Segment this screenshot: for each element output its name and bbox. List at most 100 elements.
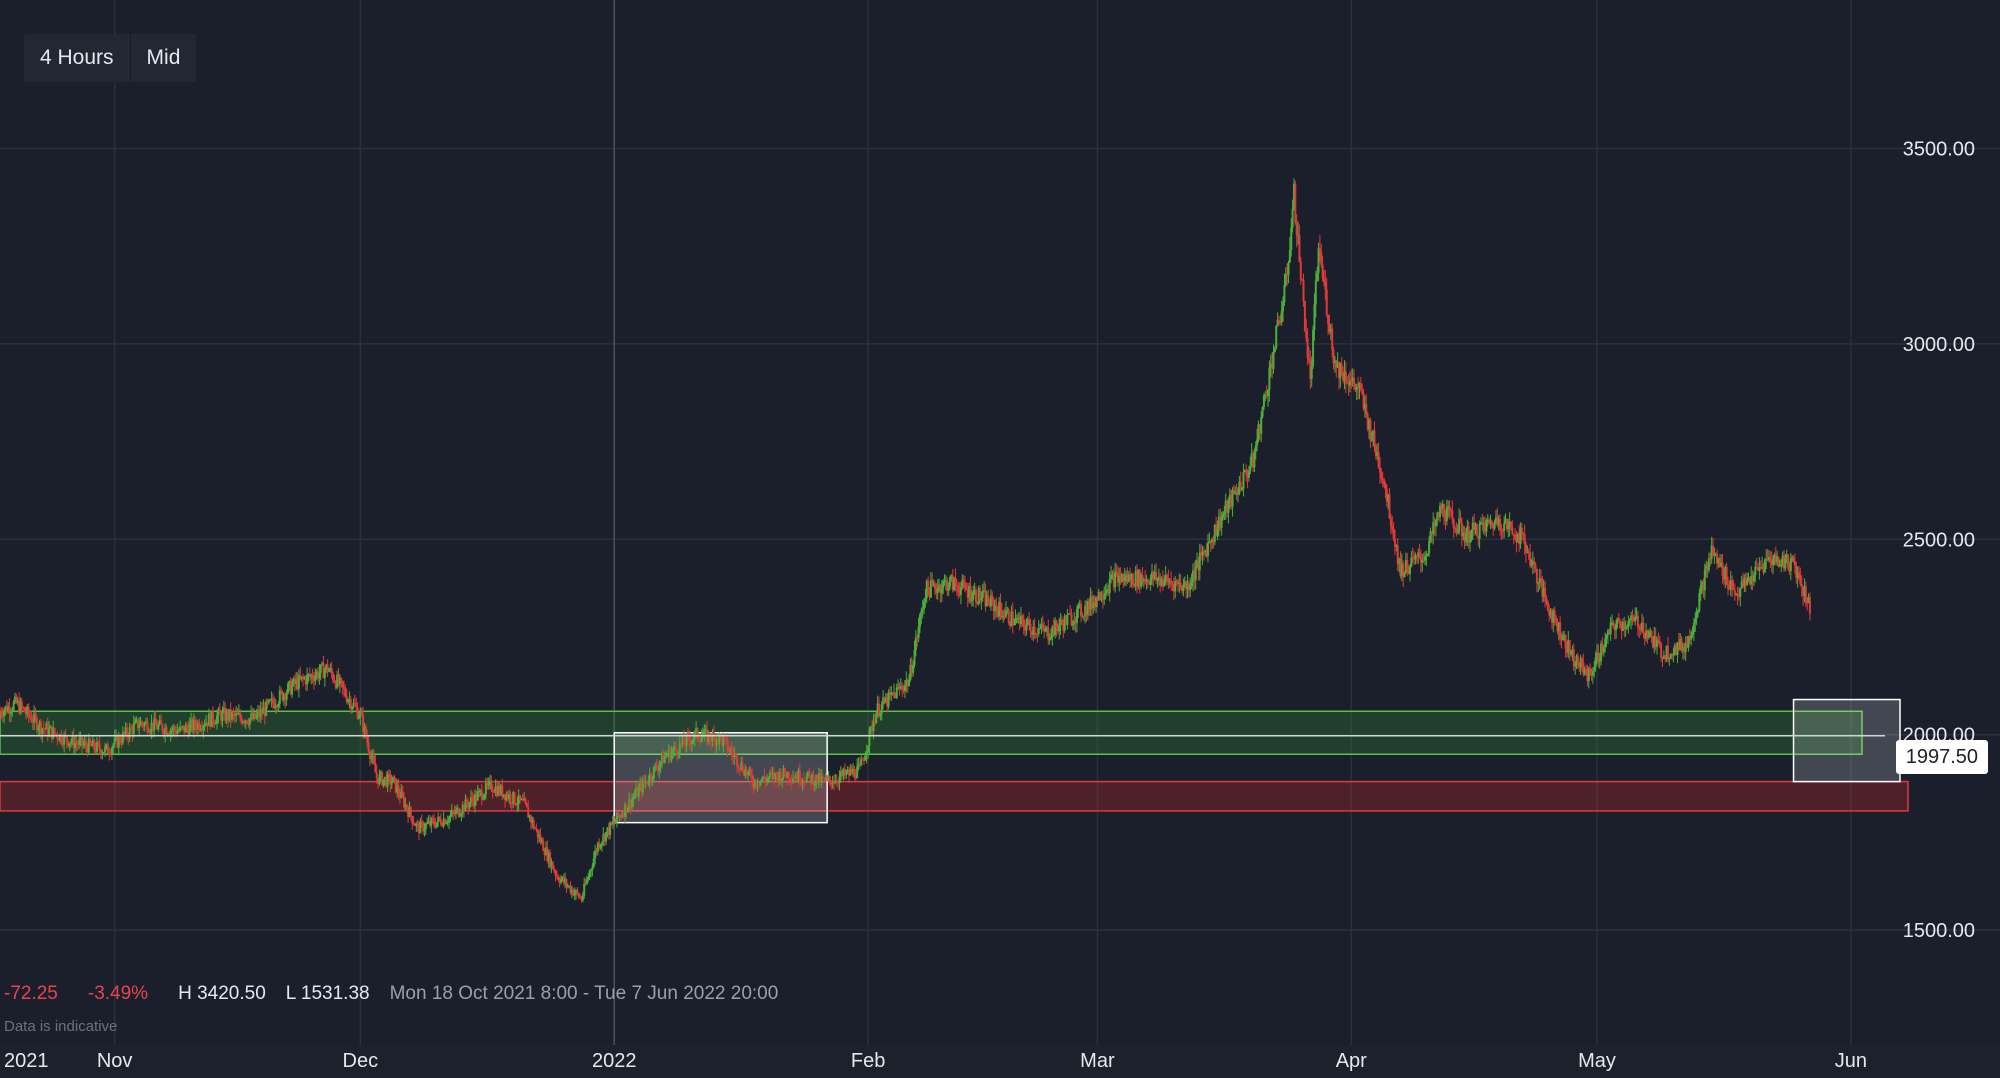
candle-up [1013, 623, 1016, 625]
candle-up [849, 769, 852, 776]
candle-down [1545, 597, 1548, 602]
candle-down [1617, 617, 1620, 622]
candle-up [1231, 489, 1234, 507]
candle-up [774, 772, 777, 780]
candle-up [815, 774, 818, 784]
candle-up [1593, 666, 1596, 671]
candle-down [1702, 581, 1705, 591]
candle-down [1159, 576, 1162, 586]
candle-down [1346, 382, 1349, 384]
candle-down [1631, 615, 1634, 619]
candle-up [1137, 569, 1140, 587]
candle-up [1606, 630, 1609, 636]
candle-up [1290, 227, 1293, 250]
candle-down [1215, 524, 1218, 536]
candle-up [678, 743, 681, 755]
candle-up [564, 879, 567, 883]
candle-up [1724, 567, 1727, 580]
candle-up [703, 729, 706, 736]
candle-up [921, 609, 924, 612]
candle-up [1376, 452, 1379, 456]
candle-down [1448, 506, 1451, 510]
candle-up [1276, 319, 1279, 326]
candle-down [1452, 519, 1455, 528]
candle-down [1055, 620, 1058, 628]
candle-down [669, 749, 672, 761]
y-tick-label: 2500.00 [1903, 529, 1975, 551]
candle-up [1466, 526, 1469, 537]
candle-up [1739, 588, 1742, 597]
candle-down [405, 804, 408, 810]
candle-down [1271, 363, 1274, 369]
candle-up [1010, 611, 1013, 626]
candle-up [1242, 471, 1245, 489]
candle-down [1373, 430, 1376, 446]
candle-up [1198, 552, 1201, 571]
candle-up [516, 804, 519, 806]
candle-up [1703, 569, 1706, 591]
candle-down [957, 586, 960, 592]
candle-up [1243, 469, 1246, 472]
candle-down [779, 772, 782, 783]
candle-up [1026, 619, 1029, 625]
candle-up [1439, 505, 1442, 518]
candle-up [1474, 524, 1477, 530]
candle-down [1047, 627, 1050, 640]
candle-up [1034, 633, 1037, 635]
candle-down [798, 770, 801, 783]
candle-up [505, 794, 508, 801]
candle-up [1464, 536, 1467, 542]
candle-up [270, 698, 273, 701]
candle-up [1100, 598, 1103, 600]
candle-up [839, 771, 842, 777]
candle-up [1649, 631, 1652, 635]
candle-up [1201, 551, 1204, 556]
candle-down [109, 753, 112, 755]
candle-up [1445, 507, 1448, 522]
candle-up [1641, 622, 1644, 631]
candle-up [1482, 524, 1485, 526]
candle-up [547, 852, 550, 861]
candle-up [192, 719, 195, 731]
candle-down [1722, 575, 1725, 580]
candle-up [166, 733, 169, 735]
candle-down [344, 688, 347, 697]
candle-up [319, 664, 322, 673]
candle-up [1398, 558, 1401, 565]
candle-up [221, 711, 224, 721]
candle-down [613, 821, 616, 823]
candle-down [1455, 528, 1458, 533]
candle-down [1481, 521, 1484, 525]
candle-up [196, 722, 199, 730]
candle-down [89, 738, 92, 744]
candle-down [1396, 545, 1399, 565]
candle-down [935, 589, 938, 594]
candle-up [1006, 609, 1009, 611]
candle-down [1742, 581, 1745, 587]
candle-down [151, 722, 154, 731]
y-tick-label: 3000.00 [1903, 334, 1975, 356]
candle-up [1044, 628, 1047, 632]
candle-down [1155, 571, 1158, 581]
candle-down [108, 753, 111, 755]
candle-up [9, 711, 12, 714]
price-type-button[interactable]: Mid [146, 46, 181, 69]
candle-up [1698, 593, 1701, 611]
candle-up [913, 649, 916, 665]
candle-down [976, 601, 979, 604]
candle-down [493, 791, 496, 793]
candle-down [576, 890, 579, 894]
candle-down [1766, 558, 1769, 560]
candle-down [1727, 584, 1730, 589]
candle-up [1434, 519, 1437, 527]
candle-down [311, 675, 314, 679]
candle-up [199, 729, 202, 731]
interval-button[interactable]: 4 Hours [40, 46, 114, 69]
candle-up [117, 736, 120, 748]
candle-up [983, 590, 986, 592]
candle-down [501, 785, 504, 797]
candle-up [771, 772, 774, 774]
candle-down [1518, 533, 1521, 545]
candle-up [544, 847, 547, 856]
